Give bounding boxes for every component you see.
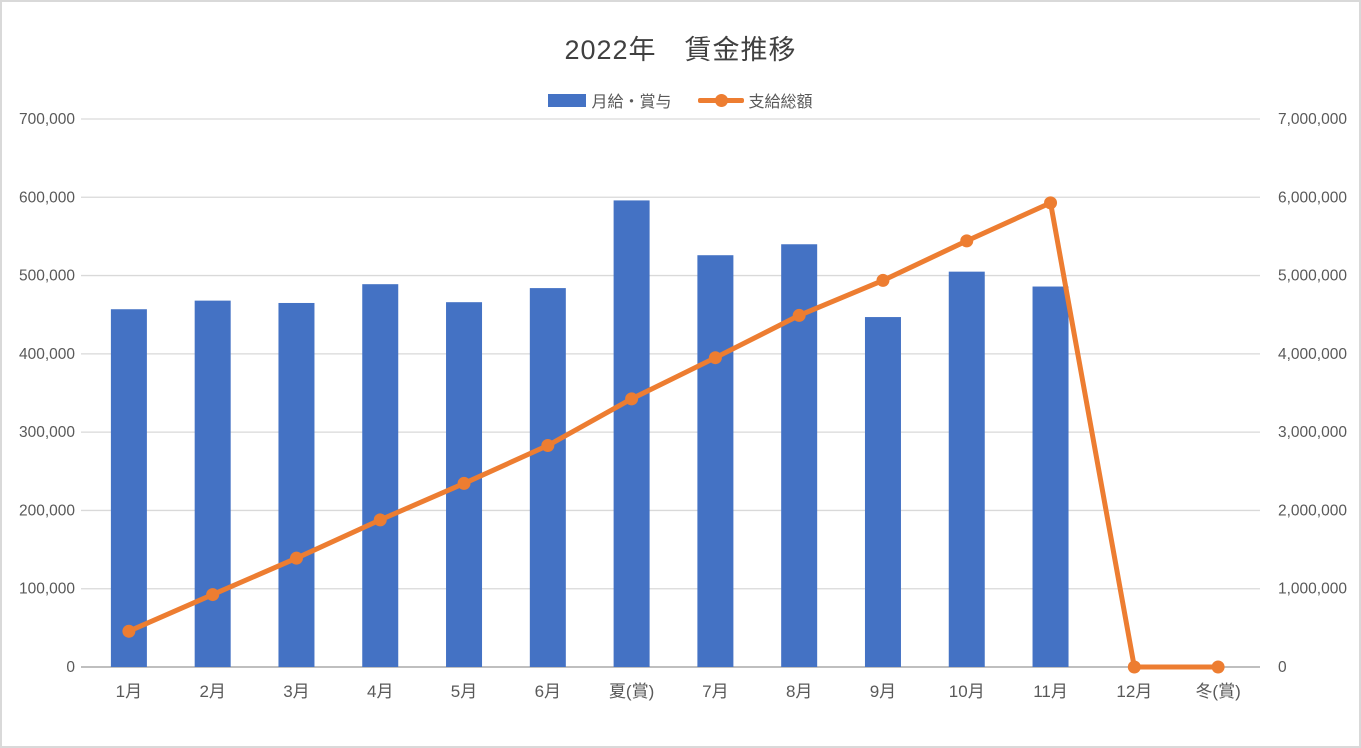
left-axis-tick-label: 0 xyxy=(66,659,75,676)
right-axis-tick-label: 6,000,000 xyxy=(1278,189,1347,206)
legend: 月給・賞与 支給総額 xyxy=(2,88,1359,112)
x-axis-label-3月: 3月 xyxy=(283,682,309,701)
x-axis-label-冬(賞): 冬(賞) xyxy=(1195,682,1240,701)
line-marker-9月 xyxy=(876,273,890,287)
x-axis-label-5月: 5月 xyxy=(451,682,477,701)
line-series-swatch-icon xyxy=(697,93,744,107)
legend-label-total-paid: 支給総額 xyxy=(748,94,813,111)
right-axis-tick-label: 4,000,000 xyxy=(1278,346,1347,363)
line-marker-5月 xyxy=(457,476,471,490)
left-axis-tick-label: 100,000 xyxy=(19,581,75,598)
line-marker-冬(賞) xyxy=(1211,660,1225,674)
bar-4月 xyxy=(362,284,399,667)
x-axis-label-夏(賞): 夏(賞) xyxy=(609,682,654,701)
line-marker-2月 xyxy=(206,588,220,602)
line-marker-8月 xyxy=(792,308,806,322)
line-marker-3月 xyxy=(289,551,303,565)
bar-series-swatch-icon xyxy=(548,93,587,107)
right-axis-tick-label: 5,000,000 xyxy=(1278,268,1347,285)
right-axis-tick-label: 7,000,000 xyxy=(1278,111,1347,128)
bar-11月 xyxy=(1032,286,1069,667)
x-axis-label-9月: 9月 xyxy=(870,682,896,701)
line-marker-6月 xyxy=(541,439,555,453)
legend-item-total-paid: 支給総額 xyxy=(697,88,813,112)
x-axis-label-10月: 10月 xyxy=(949,682,985,701)
left-axis-tick-label: 700,000 xyxy=(19,111,75,128)
left-axis-tick-label: 300,000 xyxy=(19,424,75,441)
x-axis-label-11月: 11月 xyxy=(1033,682,1068,701)
bar-1月 xyxy=(110,309,147,667)
chart-title: 2022年 賃金推移 xyxy=(564,35,797,65)
left-axis-tick-label: 400,000 xyxy=(19,346,75,363)
line-marker-7月 xyxy=(708,351,722,365)
line-marker-10月 xyxy=(960,234,974,248)
line-marker-12月 xyxy=(1127,660,1141,674)
bar-夏(賞) xyxy=(613,200,650,667)
bar-9月 xyxy=(864,317,901,667)
right-axis-tick-label: 1,000,000 xyxy=(1278,581,1347,598)
legend-item-monthly-salary: 月給・賞与 xyxy=(548,88,672,112)
x-axis-label-4月: 4月 xyxy=(367,682,393,701)
x-axis-label-2月: 2月 xyxy=(199,682,225,701)
bar-6月 xyxy=(529,288,566,667)
right-axis-tick-label: 0 xyxy=(1278,659,1287,676)
line-marker-夏(賞) xyxy=(625,392,639,406)
x-axis-label-6月: 6月 xyxy=(535,682,561,701)
bar-2月 xyxy=(194,300,231,667)
right-axis-tick-label: 3,000,000 xyxy=(1278,424,1347,441)
x-axis-label-8月: 8月 xyxy=(786,682,812,701)
left-axis-tick-label: 500,000 xyxy=(19,268,75,285)
line-marker-1月 xyxy=(122,624,136,638)
line-series xyxy=(126,200,1221,670)
bar-7月 xyxy=(697,255,734,667)
bar-3月 xyxy=(278,302,315,667)
line-marker-11月 xyxy=(1044,196,1058,210)
line-marker-4月 xyxy=(373,513,387,527)
left-axis-tick-label: 600,000 xyxy=(19,189,75,206)
right-axis-tick-label: 2,000,000 xyxy=(1278,502,1347,519)
legend-label-monthly-salary: 月給・賞与 xyxy=(591,94,672,111)
bar-10月 xyxy=(948,271,985,667)
x-axis-label-7月: 7月 xyxy=(702,682,728,701)
x-axis-label-1月: 1月 xyxy=(116,682,142,701)
x-axis-label-12月: 12月 xyxy=(1116,682,1152,701)
left-axis-tick-label: 200,000 xyxy=(19,502,75,519)
